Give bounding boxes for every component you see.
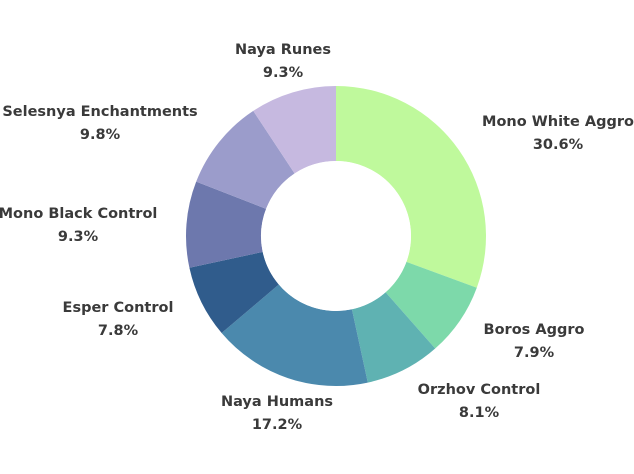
slice-percent-label: 8.1% <box>459 405 500 421</box>
slice-percent-label: 9.8% <box>80 127 121 143</box>
slice-esper-control <box>189 251 279 334</box>
slice-label: Naya Runes <box>235 42 331 58</box>
labels-group: Mono White Aggro 30.6% Boros Aggro 7.9% Orzh… <box>0 42 634 433</box>
slice-selesnya-enchantments <box>196 110 295 209</box>
slice-percent-label: 7.9% <box>514 345 555 361</box>
slice-mono-white-aggro <box>336 86 487 288</box>
slice-percent-label: 7.8% <box>98 323 139 339</box>
slice-naya-runes <box>253 86 336 174</box>
slice-naya-humans <box>221 284 368 386</box>
slice-label: Mono White Aggro <box>482 114 634 130</box>
slice-label: Naya Humans <box>221 394 333 410</box>
slice-percent-label: 9.3% <box>58 229 99 245</box>
slice-label: Orzhov Control <box>418 382 541 398</box>
slice-boros-aggro <box>385 261 477 349</box>
slice-orzhov-control <box>351 292 436 383</box>
slice-mono-black-control <box>186 181 267 268</box>
slice-percent-label: 30.6% <box>533 137 584 153</box>
donut-hole <box>261 161 411 311</box>
slice-label: Esper Control <box>63 300 174 316</box>
slice-label: Selesnya Enchantments <box>2 104 197 120</box>
slice-percent-label: 17.2% <box>252 417 303 433</box>
slices-group <box>186 86 487 386</box>
slice-percent-label: 9.3% <box>263 65 304 81</box>
slice-label: Boros Aggro <box>484 322 585 338</box>
slice-label: Mono Black Control <box>0 206 157 222</box>
